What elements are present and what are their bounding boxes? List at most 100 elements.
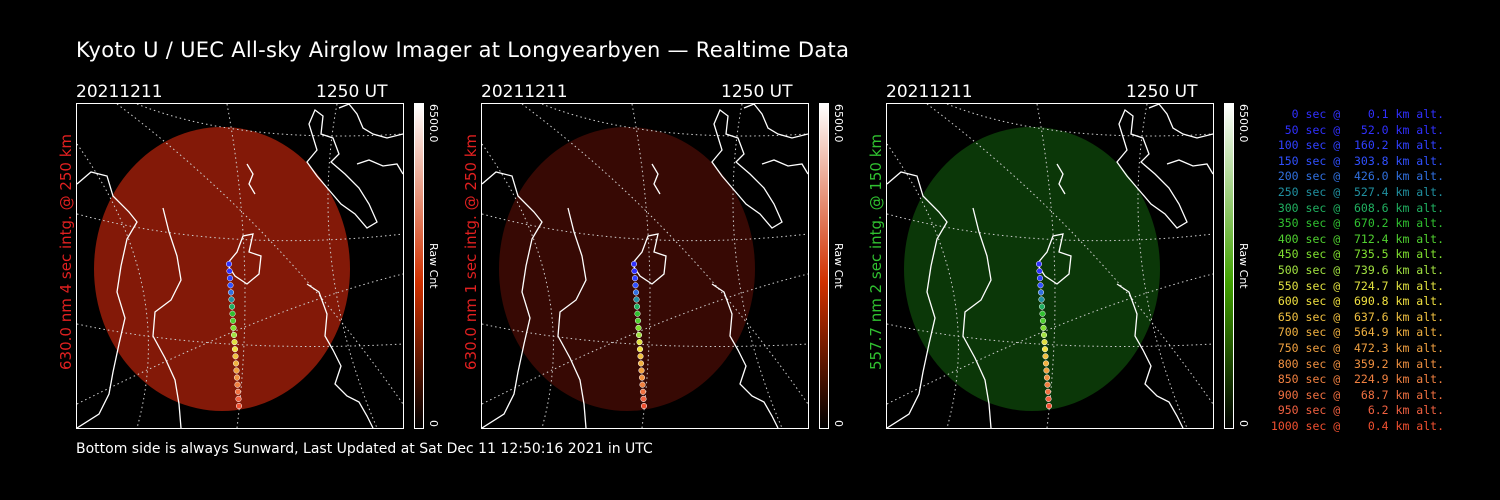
footer-note: Bottom side is always Sunward, Last Upda… [76, 441, 653, 457]
trajectory-point [1043, 374, 1051, 381]
panel1-colorbar-label: Raw Cnt [427, 243, 440, 289]
panel2-allsky-image [481, 103, 809, 429]
legend-entry: 500 sec @ 739.6 km alt. [1270, 262, 1444, 277]
trajectory-point [226, 275, 234, 282]
map-grid [887, 104, 1213, 428]
trajectory-point [638, 367, 645, 374]
trajectory-point [234, 388, 242, 395]
trajectory-point [637, 360, 645, 367]
legend-entry: 250 sec @ 527.4 km alt. [1270, 184, 1444, 199]
trajectory-point [225, 260, 233, 268]
coastline [77, 104, 403, 428]
panel2-time: 1250 UT [721, 82, 793, 102]
trajectory-point [631, 268, 638, 275]
legend-entry: 950 sec @ 6.2 km alt. [1270, 403, 1444, 418]
trajectory-point [228, 303, 236, 310]
trajectory-point [1036, 275, 1044, 282]
trajectory-point [1039, 317, 1047, 324]
trajectory-point [631, 275, 639, 282]
trajectory-point [233, 367, 240, 374]
trajectory-point [1044, 388, 1052, 395]
trajectory-point [235, 395, 242, 402]
trajectory-point [1037, 282, 1044, 289]
trajectory-point [1040, 331, 1048, 339]
legend-entry: 50 sec @ 52.0 km alt. [1270, 122, 1444, 137]
trajectory-point [232, 353, 239, 360]
trajectory-point [634, 310, 641, 317]
panel1-ylabel: 630.0 nm 4 sec intg. @ 250 km [57, 133, 75, 370]
trajectory-point [229, 317, 237, 324]
trajectory-point [1042, 353, 1049, 360]
trajectory-point [639, 381, 646, 388]
panel3-ylabel: 557.7 nm 2 sec intg. @ 150 km [867, 133, 885, 370]
trajectory-point [633, 296, 640, 303]
airglow-field [904, 127, 1160, 411]
panel3-colorbar [1224, 103, 1234, 429]
legend-entry: 450 sec @ 735.5 km alt. [1270, 247, 1444, 262]
trajectory-point [1045, 395, 1052, 402]
trajectory-point [1035, 260, 1043, 268]
trajectory-point [638, 374, 646, 381]
panel2-colorbar-min: 0 [832, 420, 845, 427]
panel2-ylabel: 630.0 nm 1 sec intg. @ 250 km [462, 133, 480, 370]
legend-entry: 200 sec @ 426.0 km alt. [1270, 169, 1444, 184]
trajectory-point [232, 360, 240, 367]
legend-entry: 850 sec @ 224.9 km alt. [1270, 372, 1444, 387]
trajectory-point [637, 353, 644, 360]
trajectory-point [235, 402, 243, 410]
panel2-colorbar-label: Raw Cnt [832, 243, 845, 289]
trajectory-point [632, 289, 640, 296]
trajectory [630, 260, 648, 410]
trajectory-point [229, 310, 236, 317]
airglow-field [94, 127, 350, 411]
trajectory-point [230, 331, 238, 339]
trajectory-point [231, 346, 239, 353]
trajectory-point [639, 388, 647, 395]
legend-entry: 350 sec @ 670.2 km alt. [1270, 216, 1444, 231]
legend-entry: 600 sec @ 690.8 km alt. [1270, 294, 1444, 309]
panel2-date: 20211211 [481, 82, 568, 102]
map-grid [482, 104, 808, 428]
panel3-date: 20211211 [886, 82, 973, 102]
legend-entry: 550 sec @ 724.7 km alt. [1270, 278, 1444, 293]
trajectory-point [1041, 346, 1049, 353]
trajectory-point [1038, 303, 1046, 310]
panel1-colorbar-min: 0 [427, 420, 440, 427]
panel3-colorbar-max: 6500.0 [1237, 104, 1250, 143]
trajectory-point [633, 303, 641, 310]
page-title: Kyoto U / UEC All-sky Airglow Imager at … [76, 38, 850, 62]
map-grid [77, 104, 403, 428]
trajectory-point [1036, 268, 1043, 275]
panel1-time: 1250 UT [316, 82, 388, 102]
trajectory-point [1044, 381, 1051, 388]
legend-entry: 700 sec @ 564.9 km alt. [1270, 325, 1444, 340]
trajectory-point [227, 282, 234, 289]
trajectory-point [1038, 296, 1045, 303]
panel2-colorbar-max: 6500.0 [832, 104, 845, 143]
trajectory-point [1039, 310, 1046, 317]
legend-entry: 100 sec @ 160.2 km alt. [1270, 138, 1444, 153]
panel3-allsky-image [886, 103, 1214, 429]
legend-entry: 650 sec @ 637.6 km alt. [1270, 309, 1444, 324]
trajectory-point [636, 339, 643, 346]
trajectory-point [635, 331, 643, 339]
trajectory-point [1045, 402, 1053, 410]
trajectory-point [227, 289, 235, 296]
trajectory-point [228, 296, 235, 303]
legend-entry: 300 sec @ 608.6 km alt. [1270, 200, 1444, 215]
trajectory-point [1043, 367, 1050, 374]
trajectory-point [640, 402, 648, 410]
panel1-colorbar [414, 103, 424, 429]
trajectory-point [634, 317, 642, 324]
trajectory-point [1040, 324, 1047, 331]
airglow-field [499, 127, 755, 411]
legend-entry: 400 sec @ 712.4 km alt. [1270, 231, 1444, 246]
trajectory-point [632, 282, 639, 289]
trajectory-point [630, 260, 638, 268]
trajectory-point [1041, 339, 1048, 346]
trajectory-point [1042, 360, 1050, 367]
legend-entry: 0 sec @ 0.1 km alt. [1270, 107, 1444, 121]
trajectory-point [233, 374, 241, 381]
trajectory [225, 260, 243, 410]
trajectory-point [635, 324, 642, 331]
